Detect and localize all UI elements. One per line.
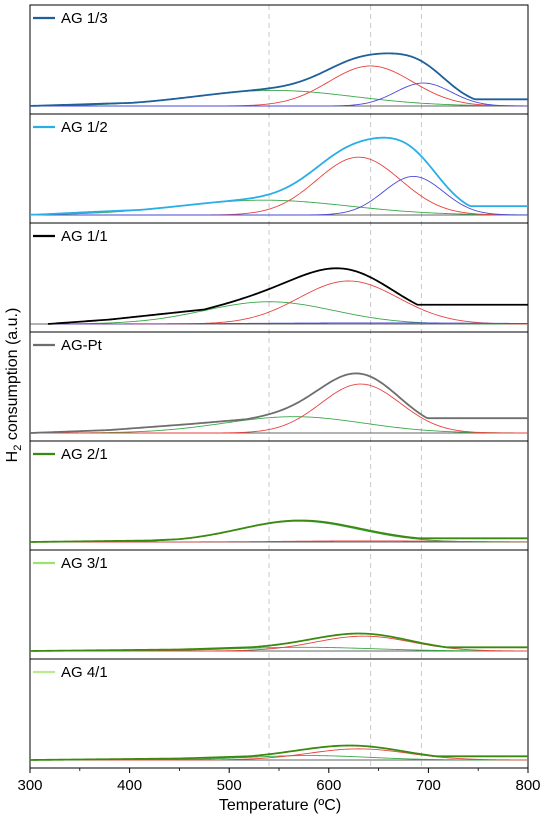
experimental-curve [29, 136, 528, 216]
experimental-curve [29, 744, 528, 761]
y-axis-label-subscript: 2 [12, 445, 24, 451]
legend-label: AG 3/1 [61, 555, 108, 572]
fit-peak-1 [30, 416, 528, 434]
fit-peak-1 [47, 301, 528, 325]
panel-4: AG-Pt [29, 331, 529, 442]
fit-peak-1 [29, 199, 529, 216]
x-tick-label: 400 [117, 777, 142, 794]
experimental-curve [47, 267, 528, 325]
panel-6: AG 3/1 [29, 549, 529, 660]
fit-peak-2 [30, 383, 528, 434]
fit-peak-2 [30, 748, 529, 761]
experimental-curve [29, 632, 528, 652]
legend-label: AG 1/3 [61, 10, 108, 27]
experimental-curve [29, 519, 528, 543]
x-tick-label: 700 [416, 777, 441, 794]
legend-label: AG 4/1 [61, 664, 108, 681]
experimental-curve [29, 372, 528, 434]
panel-frame [29, 331, 529, 442]
panel-1: AG 1/3 [29, 4, 529, 115]
x-axis-label: Temperature (ºC) [219, 797, 341, 814]
fit-peak-3 [47, 322, 529, 325]
legend-label: AG 1/2 [61, 119, 108, 136]
x-axis: 300 400 500 600 700 800 [17, 768, 541, 794]
x-tick-label: 600 [316, 777, 341, 794]
x-tick-label: 800 [515, 777, 540, 794]
panel-5: AG 2/1 [29, 440, 529, 551]
fit-peak-2 [30, 540, 529, 543]
x-tick-label: 300 [17, 777, 42, 794]
y-axis-label-main: H [4, 451, 21, 463]
fit-peak-2 [30, 156, 528, 216]
panel-3: AG 1/1 [29, 222, 529, 333]
legend-label: AG 2/1 [61, 446, 108, 463]
chart-panels: AG 1/3 AG 1/2 AG 1/1 AG-Pt AG 2/1 AG 3/1 AG 4/… [29, 4, 529, 769]
panel-2: AG 1/2 [29, 113, 529, 224]
reference-lines [268, 5, 422, 768]
y-axis-label-rest: consumption (a.u.) [4, 308, 21, 445]
x-tick-label: 500 [217, 777, 242, 794]
legend-label: AG-Pt [61, 337, 103, 354]
fit-peak-3 [30, 175, 529, 216]
fit-peak-3 [30, 82, 529, 107]
legend-label: AG 1/1 [61, 228, 108, 245]
experimental-curve [29, 52, 528, 107]
y-axis-label: H2 consumption (a.u.) [4, 308, 24, 463]
panel-7: AG 4/1 [29, 658, 529, 769]
